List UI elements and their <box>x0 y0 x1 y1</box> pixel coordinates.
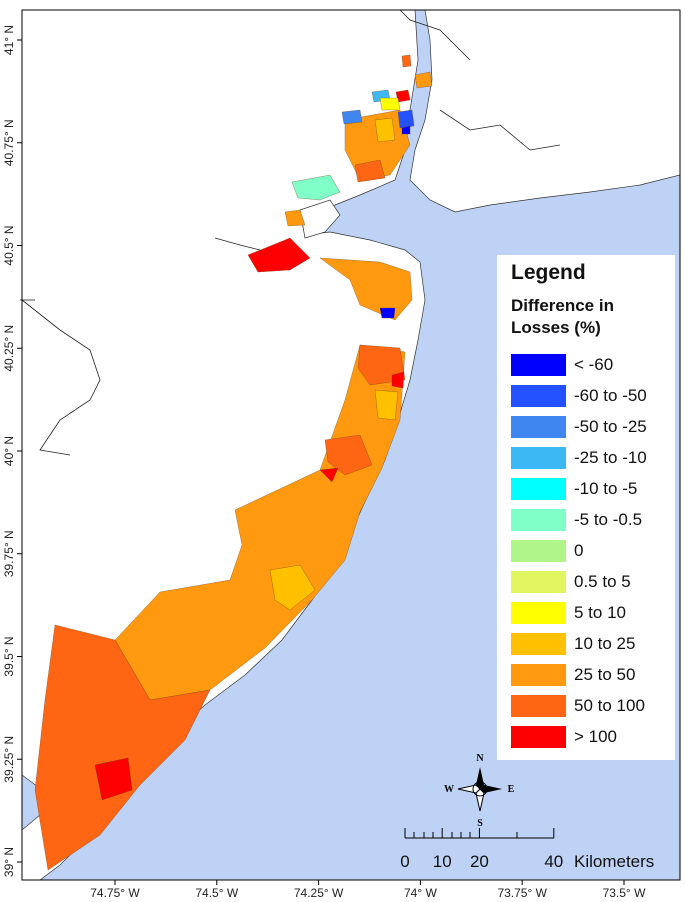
region <box>397 109 415 129</box>
scale-label: 20 <box>470 852 489 871</box>
region <box>269 564 316 611</box>
legend-swatch <box>511 384 566 407</box>
legend-label: -25 to -10 <box>574 447 647 467</box>
compass-label: W <box>444 784 454 795</box>
legend-swatch <box>511 539 566 562</box>
lat-tick-label: 40.75° N <box>2 119 16 166</box>
legend-label: -60 to -50 <box>574 385 647 405</box>
lon-tick-label: 74° W <box>404 886 437 900</box>
land <box>299 199 341 239</box>
legend-swatch <box>511 601 566 624</box>
legend-label: 0 <box>574 540 584 560</box>
region <box>114 344 406 701</box>
regions <box>34 54 433 871</box>
legend-swatch <box>511 694 566 717</box>
land <box>409 9 681 213</box>
legend-label: 0.5 to 5 <box>574 571 631 591</box>
legend-label: -50 to -25 <box>574 416 647 436</box>
lat-tick-label: 39.25° N <box>2 736 16 783</box>
compass-arrow <box>480 785 502 793</box>
map-frame <box>21 9 681 881</box>
legend-label: -10 to -5 <box>574 478 638 498</box>
lon-tick-label: 73.5° W <box>603 886 646 900</box>
legend-items: < -60 -60 to -50 -50 to -25 -25 to -10 -10 t… <box>511 349 675 752</box>
lon-tick-label: 73.75° W <box>497 886 547 900</box>
region <box>401 125 411 135</box>
region <box>247 237 311 273</box>
legend-swatch <box>511 632 566 655</box>
legend-swatch <box>511 446 566 469</box>
region <box>291 174 341 201</box>
legend-subtitle: Difference in Losses (%) <box>511 296 614 337</box>
region <box>284 209 306 227</box>
legend-item: -25 to -10 <box>511 442 675 473</box>
legend-label: 50 to 100 <box>574 695 645 715</box>
legend-item: 10 to 25 <box>511 628 675 659</box>
legend-swatch <box>511 570 566 593</box>
region <box>374 389 399 421</box>
lat-tick-label: 40° N <box>2 436 16 466</box>
region <box>374 117 396 143</box>
compass-label: E <box>508 784 515 795</box>
legend-item: 5 to 10 <box>511 597 675 628</box>
legend-title: Legend <box>511 261 586 284</box>
region <box>34 624 211 871</box>
region <box>391 371 405 389</box>
scale-label: 10 <box>433 852 452 871</box>
compass-ring <box>472 781 488 797</box>
compass-label: N <box>476 753 484 764</box>
legend-item: 25 to 50 <box>511 659 675 690</box>
lat-tick-label: 39.5° N <box>2 636 16 676</box>
region <box>379 97 401 111</box>
region <box>319 257 413 321</box>
lon-tick-label: 74.75° W <box>90 886 140 900</box>
lat-tick-label: 40.25° N <box>2 325 16 372</box>
legend-label: -5 to -0.5 <box>574 509 643 529</box>
scale-label: 0 <box>400 852 409 871</box>
region <box>319 467 339 483</box>
scale-unit: Kilometers <box>574 852 654 871</box>
legend-item: 0 <box>511 535 675 566</box>
legend-swatch <box>511 663 566 686</box>
legend-label: 25 to 50 <box>574 664 636 684</box>
legend-item: -50 to -25 <box>511 411 675 442</box>
legend-swatch <box>511 477 566 500</box>
region <box>324 434 373 476</box>
rivers <box>20 9 561 456</box>
lat-tick-label: 41° N <box>2 25 16 55</box>
legend-item: 50 to 100 <box>511 690 675 721</box>
compass-arrow <box>476 767 484 789</box>
legend-label: 5 to 10 <box>574 602 626 622</box>
lat-tick-label: 40.5° N <box>2 225 16 265</box>
legend-swatch <box>511 725 566 748</box>
compass-label: S <box>477 818 483 829</box>
legend-item: -5 to -0.5 <box>511 504 675 535</box>
legend-label: > 100 <box>574 726 618 746</box>
legend-item: 0.5 to 5 <box>511 566 675 597</box>
lon-tick-label: 74.5° W <box>195 886 238 900</box>
region <box>401 54 412 68</box>
region <box>341 109 363 125</box>
legend: Legend Difference in Losses (%) < -60 -60… <box>497 255 675 760</box>
legend-swatch <box>511 415 566 438</box>
lat-tick-label: 39.75° N <box>2 530 16 577</box>
region <box>354 159 386 183</box>
scale-label: 40 <box>544 852 563 871</box>
legend-label: < -60 <box>574 354 614 374</box>
legend-swatch <box>511 353 566 376</box>
legend-item: < -60 <box>511 349 675 380</box>
legend-item: > 100 <box>511 721 675 752</box>
region <box>94 757 133 801</box>
legend-swatch <box>511 508 566 531</box>
region <box>414 71 433 89</box>
compass <box>457 767 502 812</box>
legend-item: -10 to -5 <box>511 473 675 504</box>
legend-item: -60 to -50 <box>511 380 675 411</box>
legend-label: 10 to 25 <box>574 633 636 653</box>
region <box>379 307 396 319</box>
lat-tick-label: 39° N <box>2 847 16 877</box>
lon-tick-label: 74.25° W <box>294 886 344 900</box>
